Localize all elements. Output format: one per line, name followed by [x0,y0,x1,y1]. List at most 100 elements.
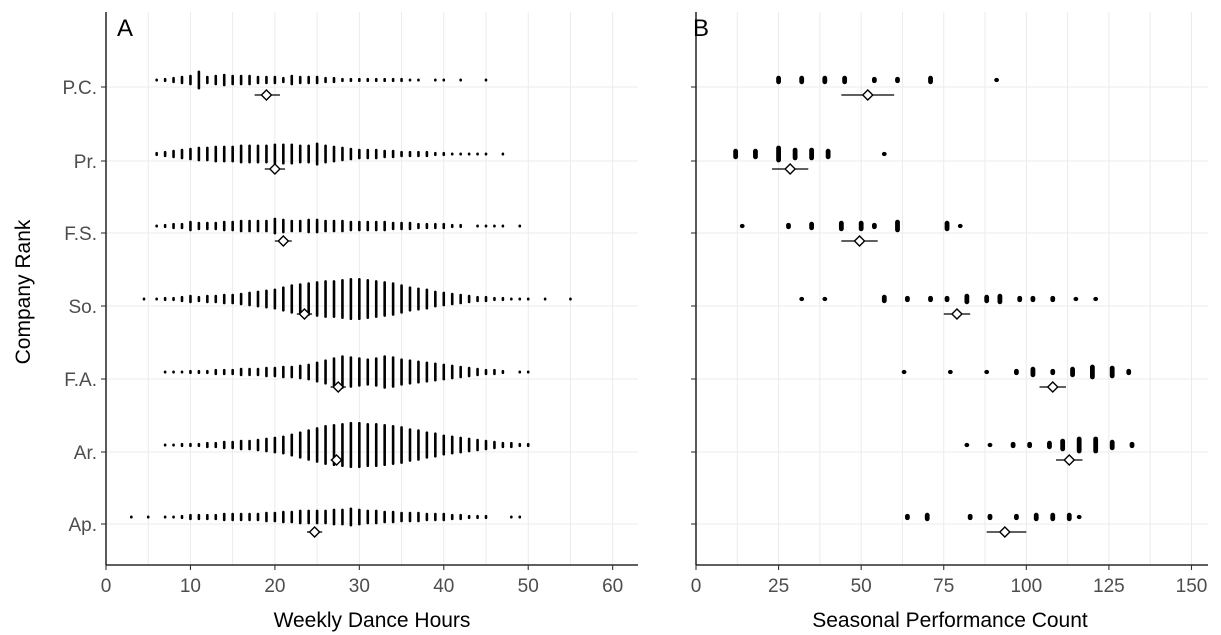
data-mark [434,512,437,522]
data-mark [248,439,251,451]
y-axis-title: Company Rank [12,219,35,364]
data-mark [315,427,319,463]
x-tick-label: 125 [1093,576,1125,597]
data-mark [1060,438,1066,452]
data-mark [391,282,395,316]
data-mark [881,151,887,157]
data-mark [315,281,319,317]
data-mark [526,370,530,374]
data-mark [290,143,294,165]
data-mark [400,426,403,464]
data-mark [425,512,429,522]
data-mark [163,370,167,374]
data-mark [822,75,828,85]
data-mark [792,147,798,161]
data-mark [222,73,226,87]
data-mark [358,357,361,387]
data-mark [493,296,496,302]
data-mark [163,223,167,229]
data-mark [324,509,327,525]
data-mark [222,220,226,232]
data-mark [1070,366,1075,378]
data-mark [944,220,950,232]
data-mark [256,290,260,308]
data-mark [434,290,437,308]
data-mark [155,297,158,301]
mean-marker [268,163,281,175]
x-tick-label: 150 [1176,576,1208,597]
data-mark [358,220,361,232]
data-mark [459,365,462,379]
data-mark [987,513,993,521]
x-tick-label: 0 [691,576,702,597]
data-mark [967,513,973,521]
data-mark [206,441,209,449]
data-mark [180,75,184,85]
data-mark [341,508,344,526]
data-mark [189,294,192,304]
data-mark [248,512,251,522]
data-mark [358,77,361,83]
data-mark [239,512,243,522]
data-mark [231,512,234,522]
data-mark [214,145,218,163]
data-mark [332,508,336,526]
data-mark [374,357,378,387]
data-mark [776,75,781,85]
data-mark [518,442,522,448]
panel-a: A Weekly Dance Hours 0 10 20 30 40 50 60 P.C. Pr… [62,12,638,632]
data-mark [248,219,251,233]
data-mark [256,219,260,233]
data-mark [324,144,327,164]
data-mark [543,297,547,301]
data-mark [1129,441,1135,449]
mean-marker [308,526,321,538]
data-mark [987,442,993,448]
data-mark [197,70,201,90]
data-mark [984,294,990,304]
data-mark [1089,364,1095,380]
data-mark [1014,513,1019,521]
data-mark [786,222,791,230]
data-mark [501,441,505,449]
mean-marker [1063,454,1076,466]
data-mark [905,295,910,303]
data-mark [282,76,285,84]
data-mark [493,368,496,376]
data-mark [467,514,471,520]
data-mark [265,219,268,233]
data-mark [273,511,277,523]
data-mark [510,297,513,301]
data-mark [417,287,420,311]
data-mark [1066,512,1072,522]
data-mark [214,74,218,86]
x-tick-label: 0 [101,576,112,597]
data-mark [163,296,167,302]
data-mark [383,510,386,524]
data-mark [358,278,361,320]
data-mark [374,422,378,468]
data-mark [1014,368,1019,376]
data-mark [895,76,900,84]
data-mark [214,221,218,231]
x-tick-label: 50 [518,576,539,597]
data-mark [510,441,513,449]
data-mark [425,361,429,383]
data-mark [459,513,462,521]
data-mark [425,288,429,310]
data-mark [1093,296,1099,302]
y-tick-label: Ap. [68,515,97,536]
data-mark [400,358,403,386]
data-mark [442,291,446,307]
data-mark [248,74,251,86]
panel-b-x-axis-title: Seasonal Performance Count [812,609,1088,632]
data-mark [349,147,353,161]
data-mark [231,368,234,376]
data-mark [871,222,877,230]
data-mark [214,513,218,521]
data-mark [459,78,462,82]
data-mark [206,294,209,304]
data-mark [189,147,192,161]
mean-marker [298,308,311,320]
data-mark [324,280,327,318]
